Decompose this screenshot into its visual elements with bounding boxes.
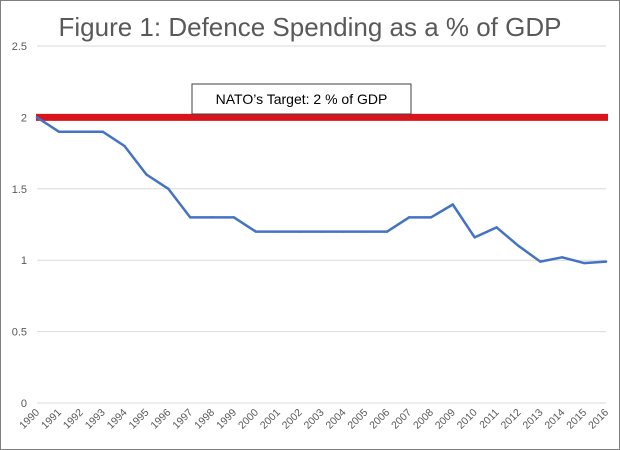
data-point: [188, 216, 192, 219]
x-tick-label: 1994: [105, 407, 130, 432]
data-point: [232, 216, 236, 219]
data-point: [320, 230, 323, 233]
data-point: [35, 116, 39, 119]
data-point: [254, 230, 258, 233]
data-point: [79, 130, 82, 133]
data-point: [451, 203, 455, 206]
x-tick-label: 2008: [411, 407, 436, 432]
x-tick-label: 2006: [367, 407, 392, 432]
x-tick-label: 2015: [564, 407, 589, 432]
y-tick-label: 0.5: [12, 327, 27, 339]
target-annotation-label: NATO’s Target: 2 % of GDP: [216, 91, 388, 107]
data-point: [57, 130, 61, 133]
data-point: [145, 173, 148, 176]
x-axis-tick-labels: 1990199119921993199419951996199719981999…: [17, 407, 611, 432]
x-tick-label: 2005: [345, 407, 370, 432]
data-point: [101, 130, 104, 133]
data-point: [407, 216, 411, 219]
data-point: [210, 216, 214, 219]
data-point: [123, 144, 126, 148]
x-tick-label: 1997: [170, 407, 195, 432]
data-point: [561, 256, 564, 259]
x-tick-label: 2002: [280, 407, 305, 432]
x-tick-label: 1990: [17, 407, 42, 432]
x-tick-label: 2012: [499, 407, 524, 432]
x-tick-label: 1993: [83, 407, 108, 432]
x-tick-label: 2004: [324, 407, 349, 432]
data-point: [342, 230, 345, 233]
x-tick-label: 1991: [39, 407, 64, 432]
series-group: [35, 116, 608, 265]
x-tick-label: 2003: [302, 407, 327, 432]
x-tick-label: 1995: [127, 407, 152, 432]
x-tick-label: 2009: [433, 407, 458, 432]
data-point: [582, 261, 586, 265]
data-point: [473, 236, 476, 239]
x-tick-label: 2016: [586, 407, 611, 432]
x-tick-label: 1999: [214, 407, 239, 432]
data-point: [385, 230, 389, 233]
y-tick-label: 0: [21, 398, 27, 410]
x-tick-label: 1996: [148, 407, 173, 432]
annotation-group: NATO’s Target: 2 % of GDP: [191, 83, 412, 115]
series-line: [35, 116, 608, 265]
x-tick-label: 1992: [61, 407, 86, 432]
y-tick-label: 1.5: [12, 184, 27, 196]
data-point: [429, 216, 433, 219]
y-tick-label: 2.5: [12, 41, 27, 53]
data-point: [298, 230, 301, 233]
data-point: [495, 226, 498, 229]
x-tick-label: 1998: [192, 407, 217, 432]
data-point: [604, 260, 608, 263]
chart-title: Figure 1: Defence Spending as a % of GDP: [59, 12, 562, 42]
x-tick-label: 2011: [477, 407, 502, 432]
y-tick-label: 1: [21, 255, 27, 267]
x-tick-label: 2001: [258, 407, 283, 432]
y-axis-tick-labels: 0 0.5 1 1.5 2 2.5: [12, 41, 27, 410]
x-tick-label: 2010: [455, 407, 480, 432]
data-point: [167, 187, 170, 190]
data-point: [276, 230, 279, 233]
target-annotation-box: [191, 83, 412, 115]
x-tick-label: 2014: [542, 407, 567, 432]
data-point: [364, 230, 367, 233]
data-point: [517, 244, 520, 248]
data-point: [539, 260, 542, 263]
y-tick-label: 2: [21, 112, 27, 124]
x-tick-label: 2007: [389, 407, 414, 432]
x-tick-label: 2000: [236, 407, 261, 432]
x-tick-label: 2013: [520, 407, 545, 432]
